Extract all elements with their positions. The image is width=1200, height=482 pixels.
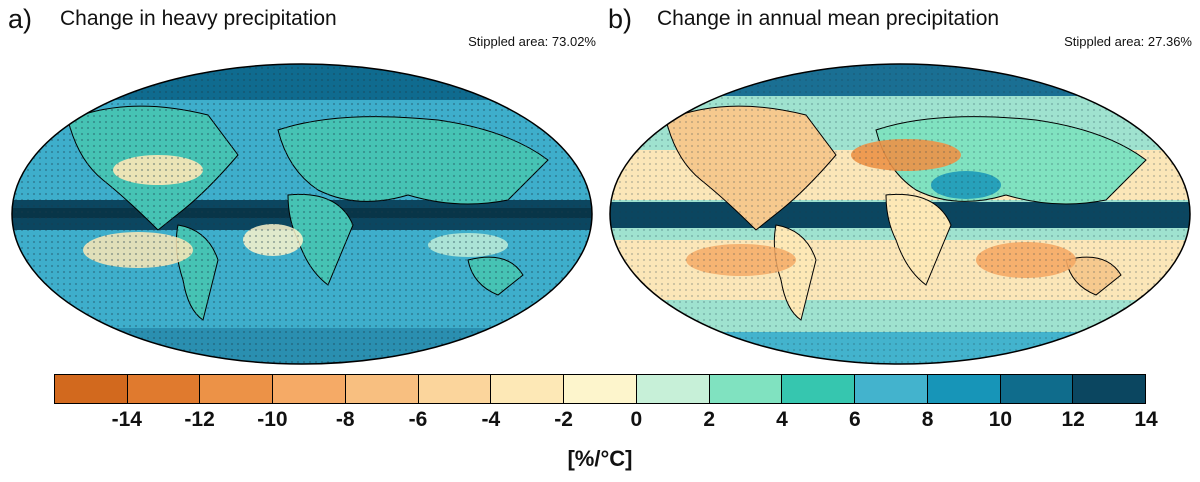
colorbar-bin [564, 375, 637, 403]
colorbar-tick-label: 0 [630, 408, 643, 431]
colorbar-bin [200, 375, 274, 403]
colorbar-tick-label: -2 [554, 408, 573, 431]
colorbar-tick-label: 6 [848, 408, 861, 431]
colorbar-bin [927, 375, 1001, 403]
world-map [11, 63, 593, 365]
colorbar-tick-label: 12 [1061, 408, 1085, 431]
colorbar-tick-label: -10 [257, 408, 288, 431]
colorbar-tick-label: 14 [1134, 408, 1158, 431]
colorbar-bin [636, 375, 710, 403]
colorbar-bin [491, 375, 565, 403]
stippled-area-label: Stippled area: 27.36% [1064, 34, 1192, 49]
colorbar-ticks: -14 -12 -10 -8 -6 -4 -2 0 2 4 6 8 10 12 14 [54, 404, 1158, 434]
colorbar-tick-label: -4 [481, 408, 501, 431]
colorbar-bin [273, 375, 346, 403]
world-map [609, 63, 1191, 365]
colorbar-bin [855, 375, 928, 403]
colorbar-tick-label: -6 [408, 408, 428, 431]
colorbar-tick-label: 4 [776, 408, 788, 431]
stippled-area-label: Stippled area: 73.02% [468, 34, 596, 49]
colorbar-bins [54, 374, 1146, 404]
colorbar-bin [709, 375, 783, 403]
colorbar-tick-label: 8 [921, 408, 934, 431]
panel-b: b) Change in annual mean precipitation S… [600, 0, 1200, 370]
colorbar-tick-label: -14 [111, 408, 142, 431]
panel-letter: b) [608, 4, 633, 34]
colorbar-bin [345, 375, 419, 403]
colorbar [54, 374, 1146, 404]
panel-a: a) Change in heavy precipitation Stipple… [0, 0, 600, 370]
colorbar-unit-label: [%/°C] [567, 446, 633, 471]
colorbar-bin [782, 375, 856, 403]
colorbar-bin [55, 375, 128, 403]
panel-title: Change in heavy precipitation [60, 7, 337, 30]
panel-letter: a) [8, 4, 33, 34]
colorbar-tick-label: -12 [184, 408, 215, 431]
colorbar-tick-label: 2 [703, 408, 716, 431]
panel-title: Change in annual mean precipitation [657, 7, 1000, 30]
colorbar-bin [1073, 375, 1146, 403]
colorbar-bin [127, 375, 201, 403]
colorbar-bin [418, 375, 492, 403]
colorbar-tick-label: 10 [988, 408, 1013, 431]
colorbar-bin [1000, 375, 1074, 403]
colorbar-tick-label: -8 [335, 408, 355, 431]
